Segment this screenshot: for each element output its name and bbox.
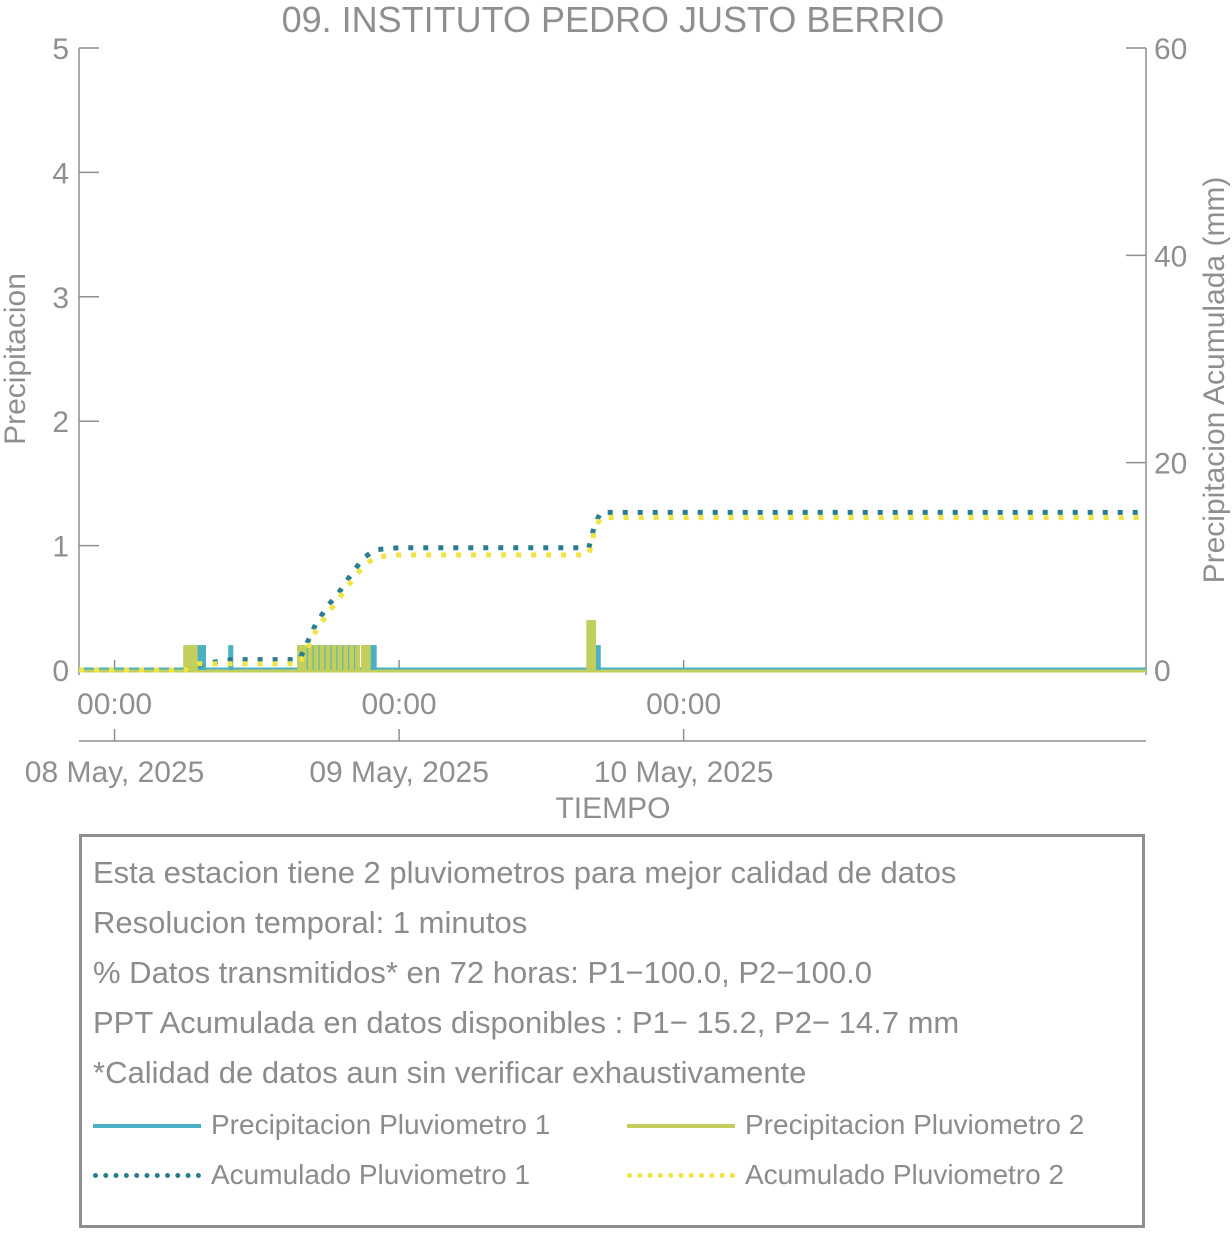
- legend-item-p2-precip: Precipitacion Pluviometro 2: [627, 1105, 1127, 1145]
- cumulative-series-group: [79, 509, 1146, 673]
- x-tick-date-label: 08 May, 2025: [25, 756, 205, 789]
- precip-bar: [187, 645, 193, 670]
- info-box: Esta estacion tiene 2 pluviometros para …: [79, 834, 1145, 1228]
- legend-swatch-p1-accum: [93, 1173, 201, 1178]
- info-line-quality-note: *Calidad de datos aun sin verificar exha…: [93, 1055, 807, 1090]
- info-line-stations: Esta estacion tiene 2 pluviometros para …: [93, 855, 957, 890]
- precip-bar: [365, 645, 371, 670]
- precip-bar: [361, 645, 367, 670]
- legend-swatch-p2-accum: [627, 1173, 735, 1178]
- precip-bar: [307, 645, 313, 670]
- y-right-tick-label: 0: [1154, 655, 1171, 688]
- cumulative-line: [79, 515, 1146, 673]
- precip-bar: [371, 645, 377, 670]
- precipitation-chart: 0 1 2 3 4 5 0 20 40 60 00:00 08 May, 2025 00:00 09 Ma…: [0, 0, 1231, 825]
- cumulative-line: [79, 509, 1146, 673]
- y-left-tick-label: 5: [52, 33, 69, 66]
- legend-label-p1-precip: Precipitacion Pluviometro 1: [211, 1109, 551, 1140]
- precip-bar: [197, 645, 203, 670]
- chart-axes: [78, 47, 1147, 742]
- y-right-tick-label: 20: [1154, 448, 1187, 481]
- precip-bar: [591, 620, 597, 670]
- legend-label-p2-precip: Precipitacion Pluviometro 2: [745, 1109, 1085, 1140]
- precip-bar: [355, 645, 361, 670]
- precip-bar: [325, 645, 331, 670]
- x-tick-time-label: 00:00: [362, 688, 437, 721]
- chart-title: 09. INSTITUTO PEDRO JUSTO BERRIO: [282, 0, 945, 40]
- x-axis-title: TIEMPO: [555, 792, 670, 825]
- precip-bar: [192, 645, 198, 670]
- y-left-tick-label: 4: [52, 157, 69, 190]
- y-right-tick-label: 40: [1154, 240, 1187, 273]
- legend-swatch-p2-precip: [627, 1124, 735, 1128]
- x-tick-time-label: 00:00: [646, 688, 721, 721]
- y-left-tick-label: 2: [52, 406, 69, 439]
- info-line-transmitted: % Datos transmitidos* en 72 horas: P1−10…: [93, 955, 872, 990]
- x-tick-date-label: 09 May, 2025: [309, 756, 489, 789]
- legend-item-p2-accum: Acumulado Pluviometro 2: [627, 1155, 1127, 1195]
- precip-bar: [349, 645, 355, 670]
- legend-label-p2-accum: Acumulado Pluviometro 2: [745, 1159, 1065, 1190]
- precip-bar: [183, 645, 189, 670]
- y-right-tick-label: 60: [1154, 33, 1187, 66]
- precip-bar: [200, 645, 206, 670]
- y-axis-right-title: Precipitacion Acumulada (mm): [1198, 177, 1231, 584]
- y-left-tick-label: 0: [52, 655, 69, 688]
- precip-bar: [595, 645, 601, 670]
- precip-bar: [331, 645, 337, 670]
- axis-labels: 0 1 2 3 4 5 0 20 40 60 00:00 08 May, 2025 00:00 09 Ma…: [0, 0, 1231, 825]
- precip-bar: [297, 645, 303, 670]
- x-tick-date-label: 10 May, 2025: [594, 756, 774, 789]
- info-line-resolution: Resolucion temporal: 1 minutos: [93, 905, 528, 940]
- precip-bar: [319, 645, 325, 670]
- bar-series-group: [79, 620, 1146, 673]
- y-left-tick-label: 3: [52, 282, 69, 315]
- legend-swatch-p1-precip: [93, 1124, 201, 1128]
- precip-bar: [343, 645, 349, 670]
- y-left-tick-label: 1: [52, 531, 69, 564]
- y-axis-left-title: Precipitacion: [0, 273, 32, 445]
- info-line-accumulated: PPT Acumulada en datos disponibles : P1−…: [93, 1005, 960, 1040]
- legend-item-p1-accum: Acumulado Pluviometro 1: [93, 1155, 593, 1195]
- legend-item-p1-precip: Precipitacion Pluviometro 1: [93, 1105, 593, 1145]
- precip-bar: [586, 620, 592, 670]
- precip-bar: [313, 645, 319, 670]
- x-tick-time-label: 00:00: [77, 688, 152, 721]
- precip-bar: [337, 645, 343, 670]
- legend-label-p1-accum: Acumulado Pluviometro 1: [211, 1159, 531, 1190]
